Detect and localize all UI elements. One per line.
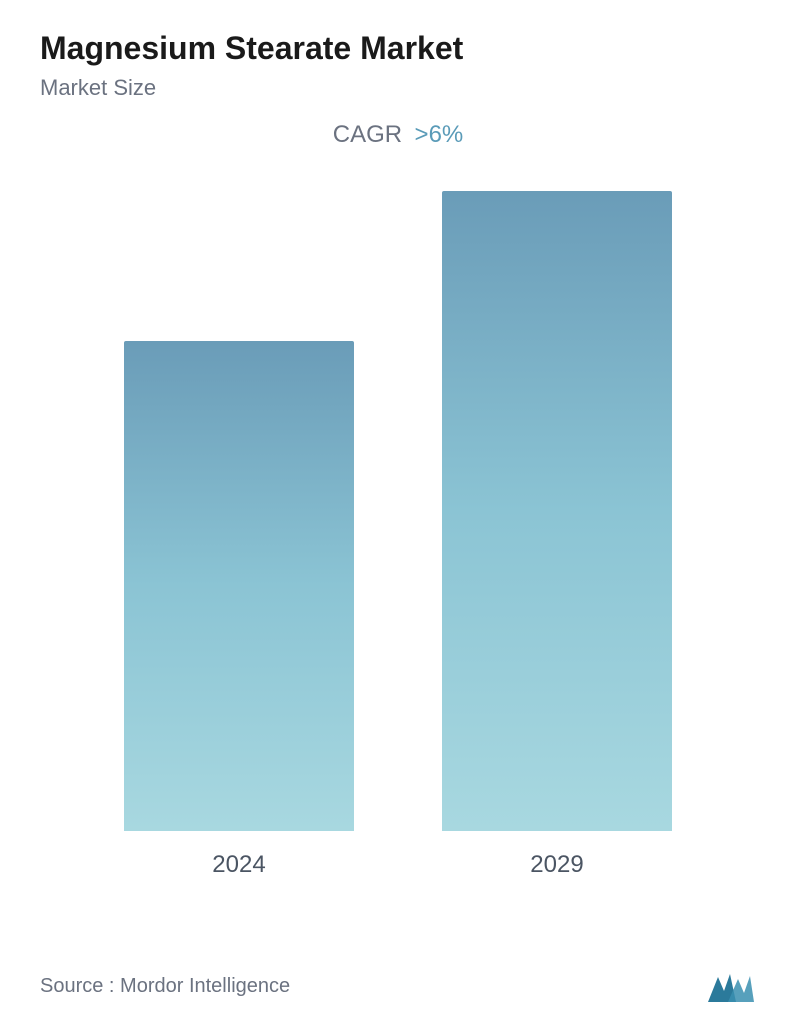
footer: Source : Mordor Intelligence xyxy=(40,969,756,1004)
cagr-container: CAGR >6% xyxy=(40,121,756,149)
bar-label-2029: 2029 xyxy=(530,851,583,879)
bar-2029 xyxy=(442,191,672,831)
bar-group-2029: 2029 xyxy=(407,191,707,879)
bar-2024 xyxy=(124,341,354,831)
cagr-label: CAGR xyxy=(333,121,402,148)
chart-title: Magnesium Stearate Market xyxy=(40,30,756,67)
source-text: Source : Mordor Intelligence xyxy=(40,975,290,998)
bar-group-2024: 2024 xyxy=(89,341,389,879)
chart-area: 2024 2029 xyxy=(40,199,756,879)
cagr-value: >6% xyxy=(415,121,464,148)
chart-subtitle: Market Size xyxy=(40,75,756,101)
bar-label-2024: 2024 xyxy=(212,851,265,879)
mordor-logo-icon xyxy=(706,969,756,1004)
